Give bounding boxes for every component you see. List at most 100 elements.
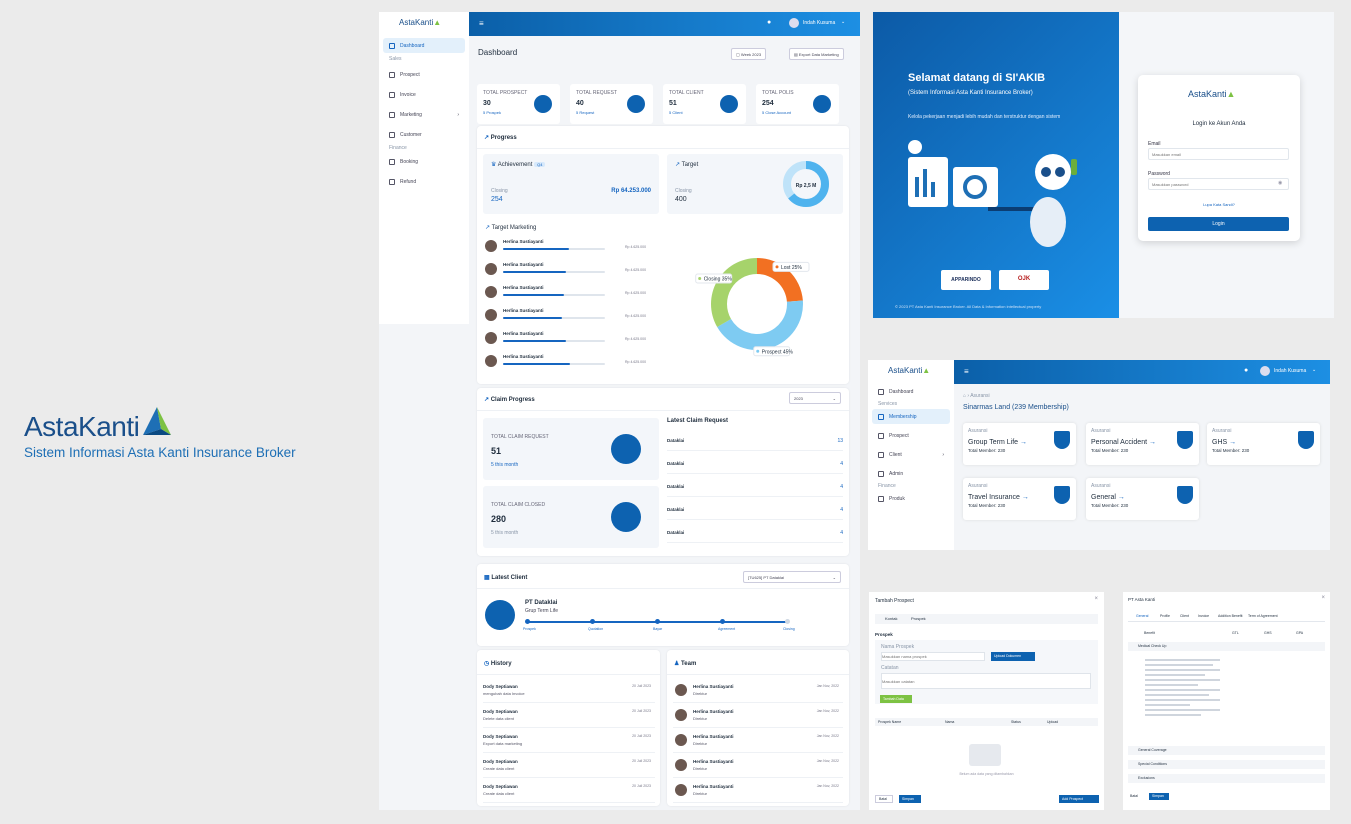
membership-card[interactable]: Asuransi Group Term Life → Total Member: 2… [963,423,1076,465]
step-dot [590,619,595,624]
client-select[interactable]: [TU625] PT Dataklai ⌄ [743,571,841,583]
membership-card[interactable]: Asuransi Travel Insurance → Total Member: … [963,478,1076,520]
ms-user-avatar[interactable] [1260,366,1270,376]
eye-icon[interactable]: ◉ [1278,180,1283,186]
team-card: ♟ Team Herlina Sustiayanti Direktur Jan No… [667,650,849,806]
history-desc: Delete data client [483,716,514,721]
ms-bell-icon[interactable]: ● [1244,367,1249,374]
detail-close-icon[interactable]: × [1321,595,1325,601]
sidebar-item-label: Marketing [400,111,422,118]
stat-card-polis[interactable]: TOTAL POLIS 254 5 Close Account [756,84,839,124]
save-button[interactable]: Simpan [899,795,921,803]
prospect-name-input[interactable] [881,652,985,661]
detail-cancel-button[interactable]: Batal [1130,794,1138,798]
detail-tab[interactable]: Term of Agreement [1248,614,1278,618]
modal-tab-kontak[interactable]: Kontak [885,616,898,621]
sidebar-item-customer[interactable]: Customer [383,127,465,142]
achievement-badge: Q4 [534,162,546,167]
ms-sidebar-produk[interactable]: Produk [872,491,950,506]
history-row: Dody Septiawan Export data marketing 20 Ju… [483,728,655,753]
detail-section-1[interactable]: General Coverage [1128,746,1325,755]
ms-sidebar-label: Membership [889,413,917,420]
user-name[interactable]: Indah Kusuma [803,20,836,26]
sidebar-item-marketing[interactable]: Marketing › [383,107,465,122]
stat-value: 40 [576,100,584,107]
password-input[interactable] [1148,178,1289,190]
user-avatar[interactable] [789,18,799,28]
forgot-password-link[interactable]: Lupa Kata Sandi? [1203,202,1235,207]
detail-section-3[interactable]: Exclusions [1128,774,1325,783]
ms-user-name[interactable]: Indah Kusuma [1274,368,1307,374]
modal-tab-prospek[interactable]: Prospek [911,616,926,621]
sidebar-item-dashboard[interactable]: Dashboard [383,38,465,53]
membership-card[interactable]: Asuransi GHS → Total Member: 230 [1207,423,1320,465]
donut-label-text: Closing 35% [704,277,733,283]
col-upload: Upload [1047,720,1059,724]
sidebar-section-finance: Finance [389,145,407,151]
login-form-title: Login ke Akun Anda [1192,121,1246,127]
chevron-down-icon[interactable]: ⌄ [841,19,846,25]
login-screen: Selamat datang di SI'AKIB (Sistem Inform… [873,12,1334,318]
stat-card-request[interactable]: TOTAL REQUEST 40 5 Request [570,84,653,124]
sidebar-item-booking[interactable]: Booking [383,154,465,169]
client-icon: ▦ [484,575,492,581]
claim-row-name: Dataklai [667,530,685,535]
arrow-right-icon: → [1115,494,1125,501]
claim-row[interactable]: Dataklai 13 [667,428,843,451]
membership-card[interactable]: Asuransi Personal Accident → Total Member:… [1086,423,1199,465]
detail-tab[interactable]: Profile [1160,614,1170,618]
claim-row[interactable]: Dataklai 4 [667,497,843,520]
detail-section-2[interactable]: Special Conditions [1128,760,1325,769]
upload-document-button[interactable]: Upload Dokumen [991,652,1035,661]
menu-icon[interactable]: ≡ [479,19,484,28]
add-data-button[interactable]: Tambah Data [880,695,912,703]
email-input[interactable] [1148,148,1289,160]
filter-week-button[interactable]: ▢ Week 2023 [731,48,767,60]
stat-sub: 5 Close Account [762,110,791,115]
ms-sidebar-prospect[interactable]: Prospect [872,428,950,443]
login-logo-text: AstaKanti [1188,89,1227,99]
ms-sidebar-membership[interactable]: Membership [872,409,950,424]
sidebar-item-prospect[interactable]: Prospect [383,67,465,82]
claim-row[interactable]: Dataklai 4 [667,474,843,497]
stat-card-prospect[interactable]: TOTAL PROSPECT 30 5 Prospek [477,84,560,124]
bell-icon[interactable]: ● [767,19,772,26]
detail-tab[interactable]: Client [1180,614,1189,618]
stat-sub: 5 Prospek [483,110,502,115]
welcome-subtitle: (Sistem Informasi Asta Kanti Insurance B… [908,90,1033,96]
claim-row[interactable]: Dataklai 4 [667,451,843,474]
detail-save-button[interactable]: Simpan [1149,793,1169,800]
history-date: 20 Juli 2023 [632,684,651,688]
team-role: Direktur [693,766,708,771]
team-title-text: Team [681,661,697,667]
claim-request-box: TOTAL CLAIM REQUEST 51 5 this month [483,418,659,480]
ms-sidebar-admin[interactable]: Admin [872,466,950,481]
detail-row-header[interactable]: Medical Check Up [1128,642,1325,651]
ms-sidebar-dashboard[interactable]: Dashboard [872,384,950,399]
detail-tab[interactable]: General [1136,614,1149,618]
cancel-button[interactable]: Batal [875,795,893,803]
ms-home-icon[interactable]: ⌂ › [963,393,971,399]
claim-row-value: 4 [840,507,843,513]
ms-menu-icon[interactable]: ≡ [964,367,969,376]
claim-row[interactable]: Dataklai 4 [667,520,843,543]
export-button[interactable]: ▤ Export Data Marketing [789,48,844,60]
export-label: Export Data Marketing [798,52,839,57]
ms-sidebar-client[interactable]: Client › [872,447,950,462]
add-prospect-button[interactable]: Add Prospect [1059,795,1099,803]
detail-tab[interactable]: Addition Benefit [1218,614,1243,618]
detail-tab[interactable]: Invoice [1198,614,1210,618]
avatar [675,759,687,771]
sidebar-item-invoice[interactable]: Invoice [383,87,465,102]
ms-chevron-down-icon[interactable]: ⌄ [1312,367,1317,373]
history-row: Dody Septiawan Create data client 20 Juli … [483,753,655,778]
closing-label: Closing [491,188,508,194]
login-button[interactable]: Login [1148,217,1289,231]
stat-card-client[interactable]: TOTAL CLIENT 51 5 Client [663,84,746,124]
sidebar-item-refund[interactable]: Refund [383,174,465,189]
claim-year-select[interactable]: 2023 ⌄ [789,392,841,404]
ms-breadcrumb-text[interactable]: Asuransi [970,393,990,399]
membership-card[interactable]: Asuransi General → Total Member: 230 [1086,478,1199,520]
catatan-input[interactable] [881,673,1091,689]
close-icon[interactable]: × [1094,596,1098,602]
